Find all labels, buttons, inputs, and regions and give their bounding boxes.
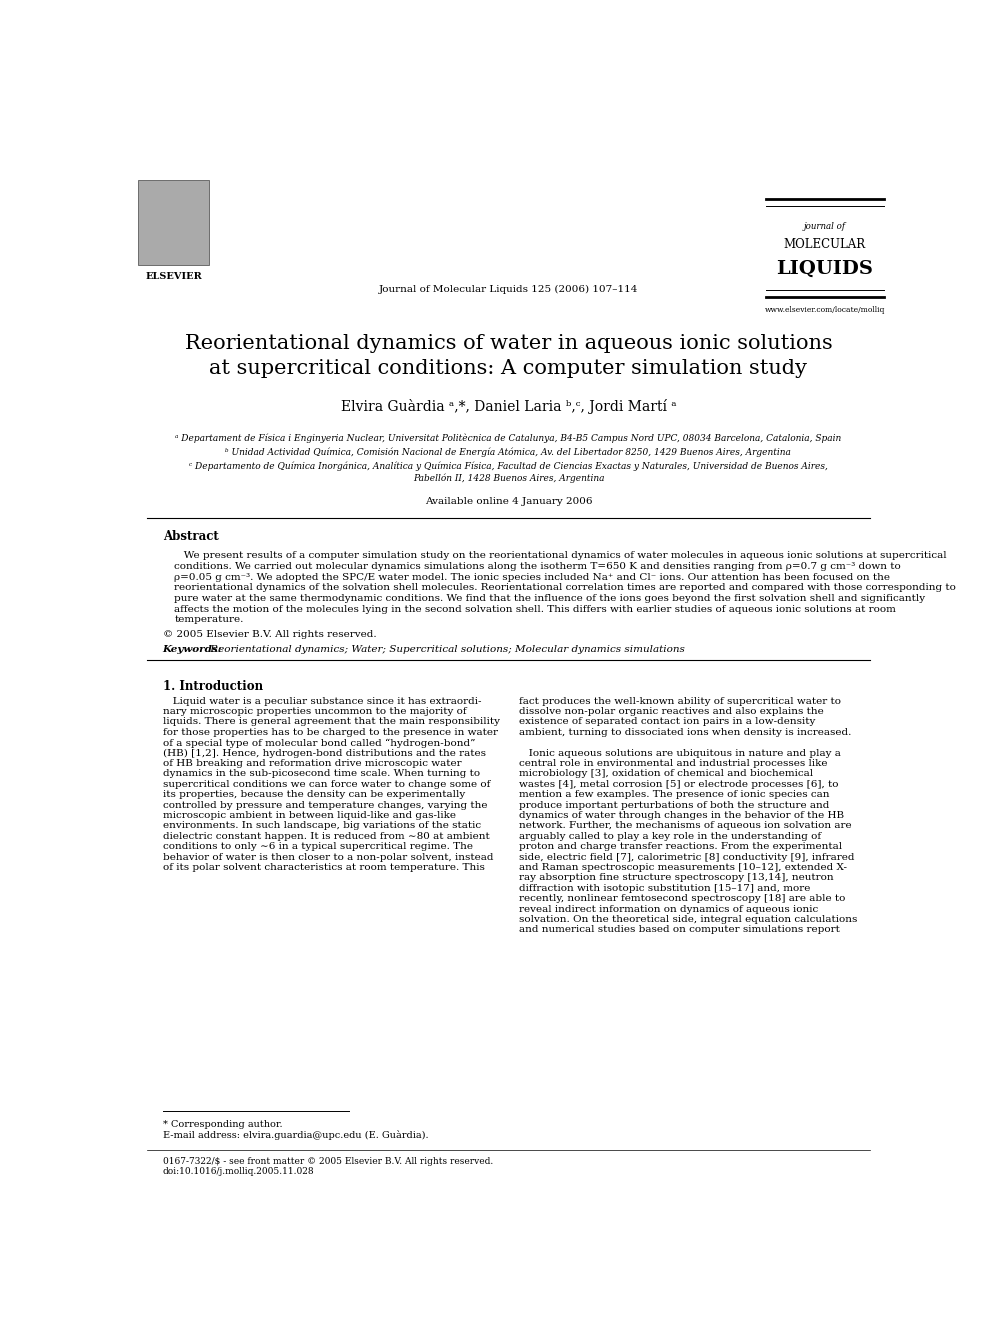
Text: dissolve non-polar organic reactives and also explains the: dissolve non-polar organic reactives and…	[519, 706, 824, 716]
Text: fact produces the well-known ability of supercritical water to: fact produces the well-known ability of …	[519, 697, 841, 705]
Text: E-mail address: elvira.guardia@upc.edu (E. Guàrdia).: E-mail address: elvira.guardia@upc.edu (…	[163, 1130, 429, 1140]
Text: mention a few examples. The presence of ionic species can: mention a few examples. The presence of …	[519, 790, 829, 799]
Text: produce important perturbations of both the structure and: produce important perturbations of both …	[519, 800, 829, 810]
Text: its properties, because the density can be experimentally: its properties, because the density can …	[163, 790, 465, 799]
Text: Journal of Molecular Liquids 125 (2006) 107–114: Journal of Molecular Liquids 125 (2006) …	[379, 284, 638, 294]
Text: Pabellón II, 1428 Buenos Aires, Argentina: Pabellón II, 1428 Buenos Aires, Argentin…	[413, 474, 604, 483]
Text: and Raman spectroscopic measurements [10–12], extended X-: and Raman spectroscopic measurements [10…	[519, 863, 847, 872]
Text: wastes [4], metal corrosion [5] or electrode processes [6], to: wastes [4], metal corrosion [5] or elect…	[519, 779, 839, 789]
Text: at supercritical conditions: A computer simulation study: at supercritical conditions: A computer …	[209, 359, 807, 377]
Text: Elvira Guàrdia ᵃ,*, Daniel Laria ᵇ,ᶜ, Jordi Martí ᵃ: Elvira Guàrdia ᵃ,*, Daniel Laria ᵇ,ᶜ, Jo…	[340, 400, 677, 414]
Text: * Corresponding author.: * Corresponding author.	[163, 1119, 283, 1129]
Text: of its polar solvent characteristics at room temperature. This: of its polar solvent characteristics at …	[163, 863, 485, 872]
Text: 0167-7322/$ - see front matter © 2005 Elsevier B.V. All rights reserved.: 0167-7322/$ - see front matter © 2005 El…	[163, 1158, 493, 1167]
Text: www.elsevier.com/locate/molliq: www.elsevier.com/locate/molliq	[765, 307, 885, 315]
Text: dynamics of water through changes in the behavior of the HB: dynamics of water through changes in the…	[519, 811, 844, 820]
Text: of HB breaking and reformation drive microscopic water: of HB breaking and reformation drive mic…	[163, 759, 461, 769]
Text: nary microscopic properties uncommon to the majority of: nary microscopic properties uncommon to …	[163, 706, 466, 716]
Text: supercritical conditions we can force water to change some of: supercritical conditions we can force wa…	[163, 779, 490, 789]
Text: and numerical studies based on computer simulations report: and numerical studies based on computer …	[519, 925, 840, 934]
Text: ρ=0.05 g cm⁻³. We adopted the SPC/E water model. The ionic species included Na⁺ : ρ=0.05 g cm⁻³. We adopted the SPC/E wate…	[175, 573, 891, 582]
Text: dielectric constant happen. It is reduced from ∼80 at ambient: dielectric constant happen. It is reduce…	[163, 832, 489, 841]
Text: network. Further, the mechanisms of aqueous ion solvation are: network. Further, the mechanisms of aque…	[519, 822, 852, 831]
Text: proton and charge transfer reactions. From the experimental: proton and charge transfer reactions. Fr…	[519, 843, 842, 851]
Text: recently, nonlinear femtosecond spectroscopy [18] are able to: recently, nonlinear femtosecond spectros…	[519, 894, 845, 904]
Text: reveal indirect information on dynamics of aqueous ionic: reveal indirect information on dynamics …	[519, 905, 818, 914]
Text: Keywords:: Keywords:	[163, 646, 222, 654]
Text: existence of separated contact ion pairs in a low-density: existence of separated contact ion pairs…	[519, 717, 815, 726]
Text: MOLECULAR: MOLECULAR	[784, 238, 866, 251]
Text: side, electric field [7], calorimetric [8] conductivity [9], infrared: side, electric field [7], calorimetric […	[519, 852, 855, 861]
Text: diffraction with isotopic substitution [15–17] and, more: diffraction with isotopic substitution […	[519, 884, 810, 893]
Text: Abstract: Abstract	[163, 531, 218, 544]
Text: pure water at the same thermodynamic conditions. We find that the influence of t: pure water at the same thermodynamic con…	[175, 594, 926, 603]
Text: Ionic aqueous solutions are ubiquitous in nature and play a: Ionic aqueous solutions are ubiquitous i…	[519, 749, 841, 758]
Text: Reorientational dynamics; Water; Supercritical solutions; Molecular dynamics sim: Reorientational dynamics; Water; Supercr…	[207, 646, 684, 654]
Text: ambient, turning to dissociated ions when density is increased.: ambient, turning to dissociated ions whe…	[519, 728, 851, 737]
Text: ray absorption fine structure spectroscopy [13,14], neutron: ray absorption fine structure spectrosco…	[519, 873, 834, 882]
Text: microscopic ambient in between liquid-like and gas-like: microscopic ambient in between liquid-li…	[163, 811, 455, 820]
Text: central role in environmental and industrial processes like: central role in environmental and indust…	[519, 759, 827, 769]
Text: We present results of a computer simulation study on the reorientational dynamic: We present results of a computer simulat…	[175, 552, 947, 561]
Text: temperature.: temperature.	[175, 615, 244, 624]
Text: conditions. We carried out molecular dynamics simulations along the isotherm T=6: conditions. We carried out molecular dyn…	[175, 562, 901, 572]
Text: conditions to only ∼6 in a typical supercritical regime. The: conditions to only ∼6 in a typical super…	[163, 843, 473, 851]
Text: arguably called to play a key role in the understanding of: arguably called to play a key role in th…	[519, 832, 821, 841]
Text: journal of: journal of	[804, 222, 845, 232]
Text: 1. Introduction: 1. Introduction	[163, 680, 263, 693]
Text: Liquid water is a peculiar substance since it has extraordi-: Liquid water is a peculiar substance sin…	[163, 697, 481, 705]
Text: LIQUIDS: LIQUIDS	[776, 259, 873, 278]
Text: Available online 4 January 2006: Available online 4 January 2006	[425, 497, 592, 505]
Text: behavior of water is then closer to a non-polar solvent, instead: behavior of water is then closer to a no…	[163, 852, 493, 861]
Text: liquids. There is general agreement that the main responsibility: liquids. There is general agreement that…	[163, 717, 500, 726]
Text: © 2005 Elsevier B.V. All rights reserved.: © 2005 Elsevier B.V. All rights reserved…	[163, 630, 376, 639]
Text: environments. In such landscape, big variations of the static: environments. In such landscape, big var…	[163, 822, 481, 831]
Text: controlled by pressure and temperature changes, varying the: controlled by pressure and temperature c…	[163, 800, 487, 810]
Text: reorientational dynamics of the solvation shell molecules. Reorientational corre: reorientational dynamics of the solvatio…	[175, 583, 956, 593]
Text: ELSEVIER: ELSEVIER	[145, 273, 202, 280]
Text: doi:10.1016/j.molliq.2005.11.028: doi:10.1016/j.molliq.2005.11.028	[163, 1167, 314, 1176]
Text: ᶜ Departamento de Química Inorgánica, Analítica y Química Física, Facultad de Ci: ᶜ Departamento de Química Inorgánica, An…	[188, 462, 828, 471]
Text: for those properties has to be charged to the presence in water: for those properties has to be charged t…	[163, 728, 498, 737]
Text: of a special type of molecular bond called “hydrogen-bond”: of a special type of molecular bond call…	[163, 738, 475, 747]
Text: ᵇ Unidad Actividad Química, Comisión Nacional de Energía Atómica, Av. del Libert: ᵇ Unidad Actividad Química, Comisión Nac…	[225, 447, 792, 456]
Text: (HB) [1,2]. Hence, hydrogen-bond distributions and the rates: (HB) [1,2]. Hence, hydrogen-bond distrib…	[163, 749, 486, 758]
Text: microbiology [3], oxidation of chemical and biochemical: microbiology [3], oxidation of chemical …	[519, 770, 813, 778]
Text: solvation. On the theoretical side, integral equation calculations: solvation. On the theoretical side, inte…	[519, 916, 858, 923]
Bar	[138, 180, 209, 265]
Text: Reorientational dynamics of water in aqueous ionic solutions: Reorientational dynamics of water in aqu…	[185, 335, 832, 353]
Text: ᵃ Departament de Física i Enginyeria Nuclear, Universitat Politècnica de Catalun: ᵃ Departament de Física i Enginyeria Nuc…	[176, 434, 841, 443]
Text: affects the motion of the molecules lying in the second solvation shell. This di: affects the motion of the molecules lyin…	[175, 605, 896, 614]
Text: dynamics in the sub-picosecond time scale. When turning to: dynamics in the sub-picosecond time scal…	[163, 770, 480, 778]
